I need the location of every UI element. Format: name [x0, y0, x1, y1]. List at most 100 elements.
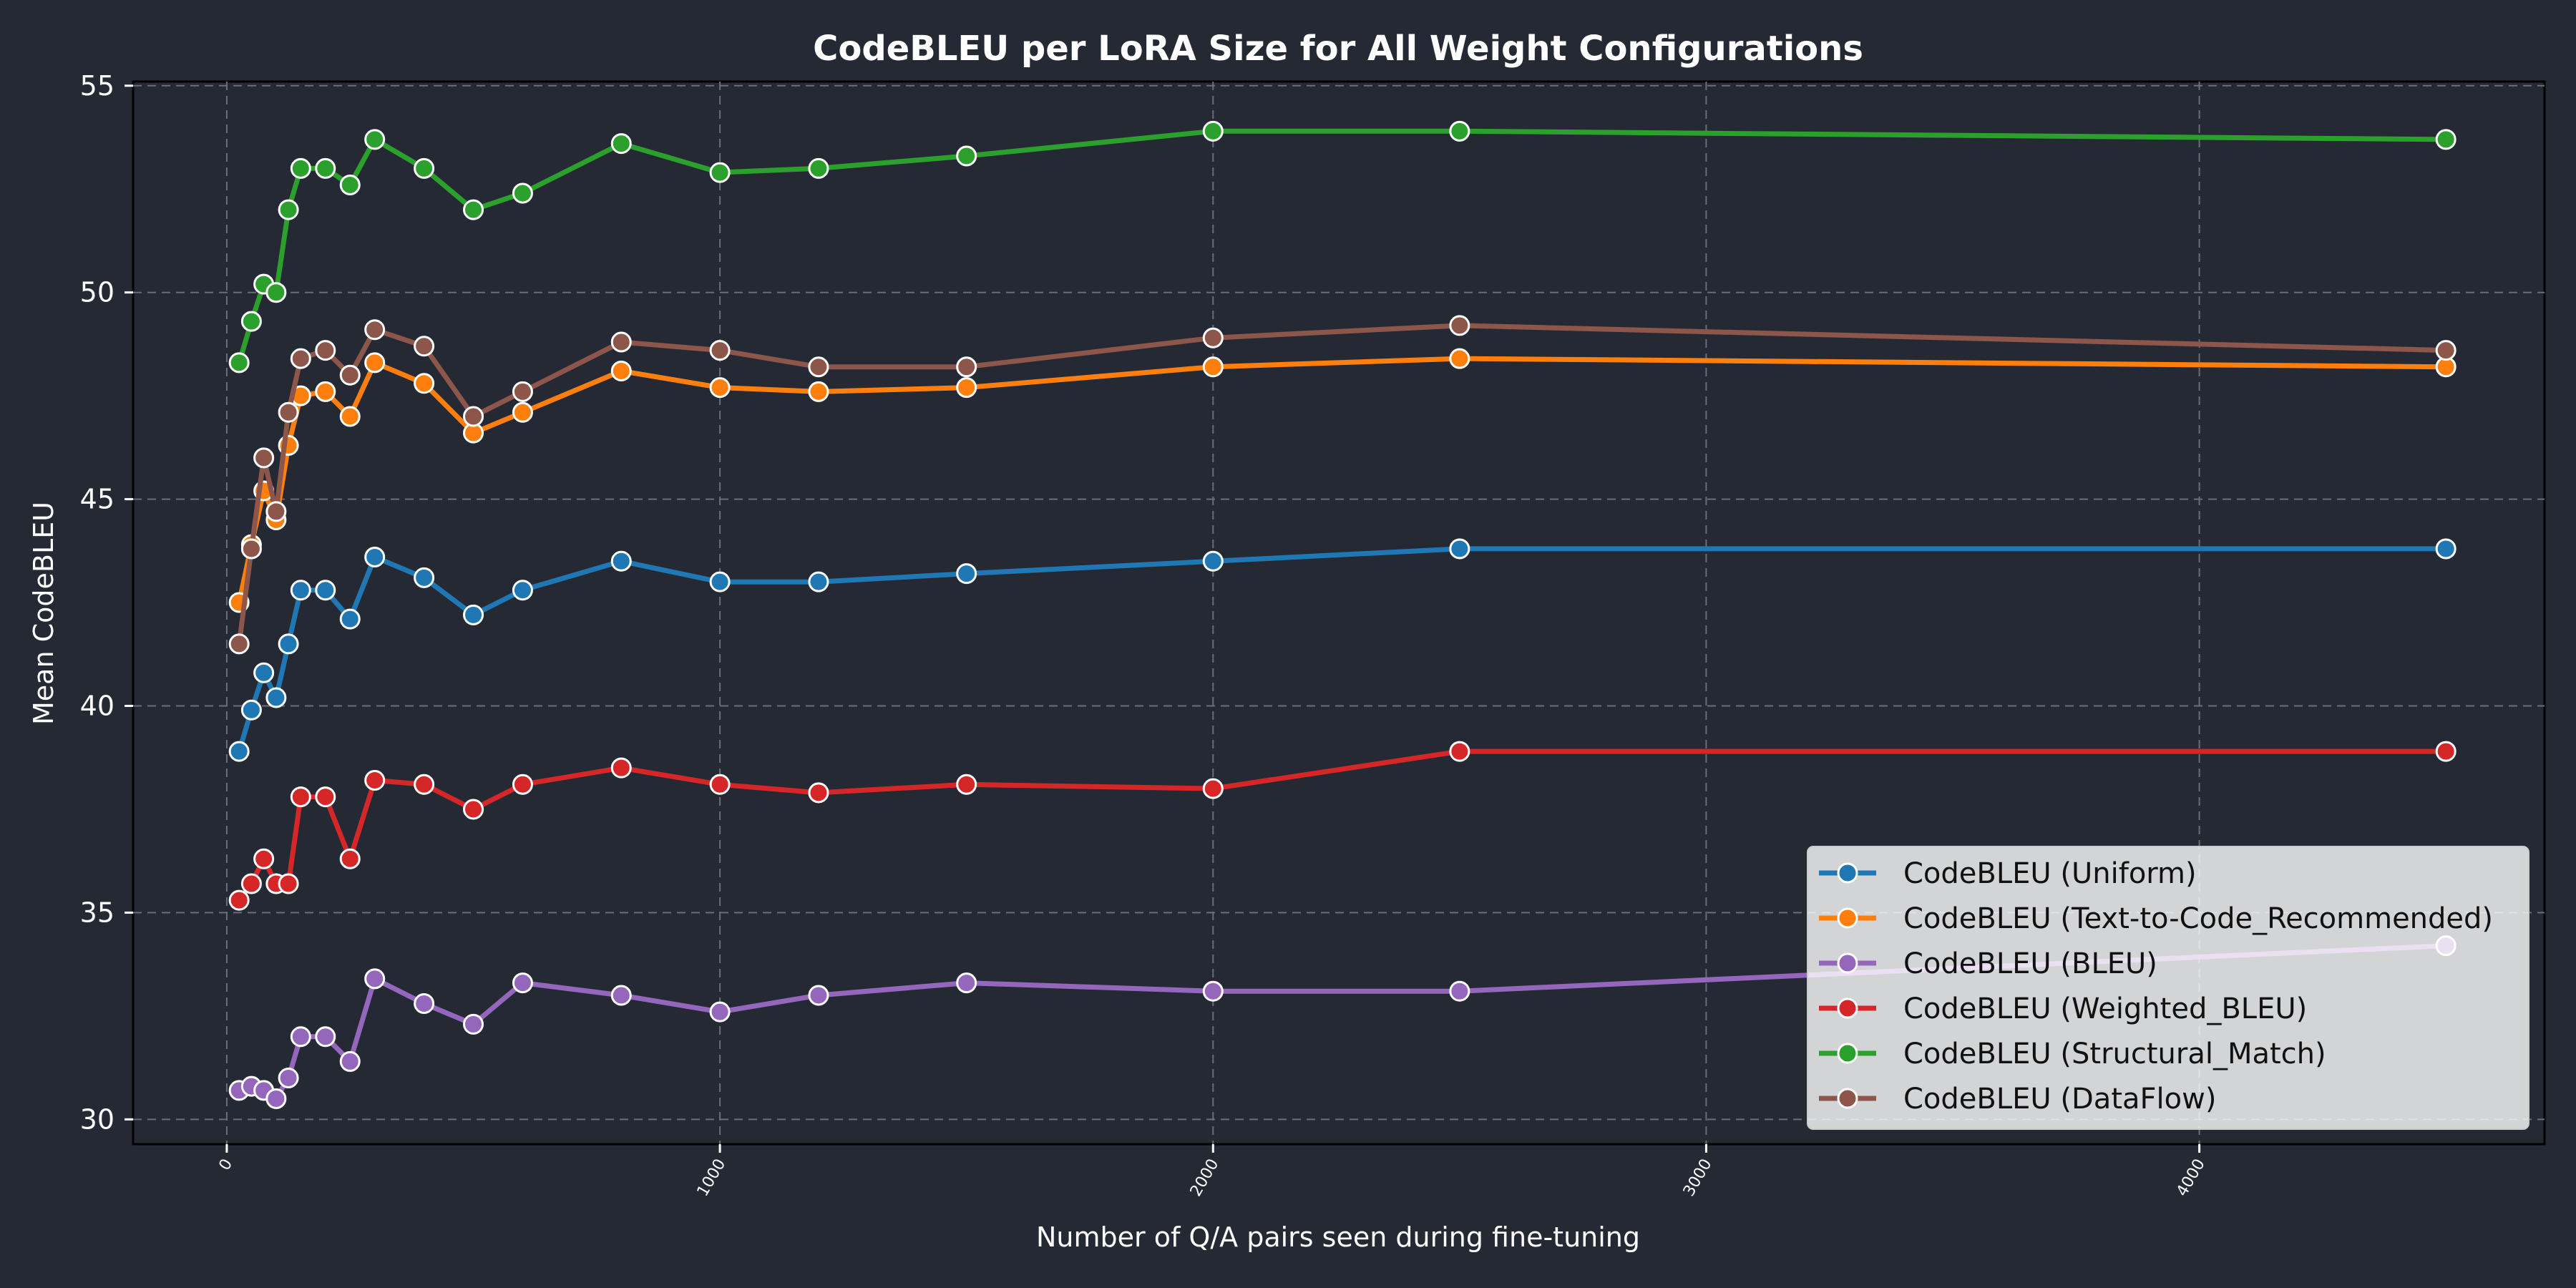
- data-point: [290, 580, 311, 601]
- data-point: [463, 604, 484, 625]
- series-0: [228, 538, 2457, 762]
- data-point: [808, 157, 829, 179]
- data-point: [265, 282, 287, 303]
- legend-label: CodeBLEU (Structural_Match): [1903, 1038, 2326, 1070]
- series-4: [228, 120, 2457, 374]
- data-point: [364, 352, 386, 374]
- data-point: [1202, 778, 1224, 799]
- y-axis-label: Mean CodeBLEU: [28, 502, 59, 725]
- data-point: [2435, 129, 2457, 150]
- data-point: [2435, 340, 2457, 361]
- data-point: [1449, 348, 1470, 369]
- data-point: [808, 782, 829, 804]
- data-point: [278, 199, 299, 220]
- data-point: [610, 360, 632, 381]
- y-tick-label: 40: [80, 691, 114, 722]
- data-point: [315, 157, 336, 179]
- data-point: [253, 662, 275, 683]
- data-point: [414, 567, 435, 588]
- data-point: [1202, 120, 1224, 142]
- data-point: [265, 687, 287, 708]
- data-point: [240, 538, 262, 560]
- data-point: [339, 364, 361, 386]
- data-point: [1202, 356, 1224, 378]
- data-point: [265, 1088, 287, 1109]
- plot-frame: [132, 80, 2546, 1146]
- data-point: [1449, 538, 1470, 560]
- data-point: [463, 799, 484, 820]
- data-point: [278, 633, 299, 655]
- data-point: [956, 563, 977, 585]
- data-point: [1449, 741, 1470, 762]
- data-point: [414, 993, 435, 1015]
- data-point: [315, 580, 336, 601]
- data-point: [2435, 741, 2457, 762]
- data-point: [364, 319, 386, 341]
- data-point: [364, 546, 386, 567]
- data-point: [315, 340, 336, 361]
- legend-marker: [1837, 952, 1858, 974]
- data-point: [253, 447, 275, 469]
- data-point: [339, 608, 361, 630]
- legend-marker: [1837, 1043, 1858, 1064]
- data-point: [610, 757, 632, 779]
- data-point: [808, 356, 829, 378]
- data-point: [512, 774, 533, 795]
- data-point: [339, 848, 361, 869]
- legend-box: [1807, 846, 2529, 1130]
- data-point: [339, 1050, 361, 1072]
- data-point: [709, 377, 731, 399]
- data-point: [512, 381, 533, 402]
- data-point: [956, 972, 977, 994]
- legend-marker: [1837, 997, 1858, 1019]
- data-point: [808, 985, 829, 1006]
- data-point: [278, 873, 299, 894]
- data-point: [1449, 120, 1470, 142]
- data-point: [364, 770, 386, 791]
- data-point: [610, 133, 632, 155]
- data-point: [512, 972, 533, 994]
- legend-item-0: CodeBLEU (Uniform): [1819, 857, 2197, 890]
- data-point: [709, 1001, 731, 1023]
- data-point: [709, 571, 731, 592]
- data-point: [240, 873, 262, 894]
- data-point: [2435, 538, 2457, 560]
- data-point: [315, 786, 336, 808]
- legend-marker: [1837, 862, 1858, 884]
- data-point: [290, 348, 311, 369]
- legend-label: CodeBLEU (Text-to-Code_Recommended): [1903, 902, 2493, 935]
- data-point: [1202, 550, 1224, 572]
- y-tick-label: 30: [80, 1103, 114, 1135]
- data-point: [240, 699, 262, 721]
- data-point: [512, 580, 533, 601]
- y-tick-label: 35: [80, 897, 114, 928]
- data-point: [253, 848, 275, 869]
- data-point: [228, 889, 250, 911]
- data-point: [414, 373, 435, 394]
- data-point: [463, 406, 484, 427]
- data-point: [956, 377, 977, 399]
- legend-label: CodeBLEU (Weighted_BLEU): [1903, 992, 2307, 1025]
- data-point: [315, 381, 336, 402]
- data-point: [512, 182, 533, 204]
- data-point: [240, 311, 262, 332]
- data-point: [1449, 980, 1470, 1002]
- data-point: [512, 401, 533, 423]
- data-point: [610, 331, 632, 353]
- data-point: [956, 356, 977, 378]
- data-point: [610, 985, 632, 1006]
- data-point: [265, 501, 287, 522]
- data-point: [315, 1026, 336, 1048]
- legend-label: CodeBLEU (BLEU): [1903, 947, 2157, 980]
- legend-item-3: CodeBLEU (Weighted_BLEU): [1819, 992, 2307, 1025]
- legend-item-4: CodeBLEU (Structural_Match): [1819, 1038, 2326, 1070]
- series-3: [228, 741, 2457, 911]
- data-point: [228, 352, 250, 374]
- y-tick-label: 50: [80, 277, 114, 308]
- data-point: [278, 1068, 299, 1089]
- x-axis-label: Number of Q/A pairs seen during fine-tun…: [1036, 1221, 1640, 1253]
- data-point: [414, 774, 435, 795]
- data-point: [364, 968, 386, 990]
- y-tick-label: 55: [80, 70, 114, 102]
